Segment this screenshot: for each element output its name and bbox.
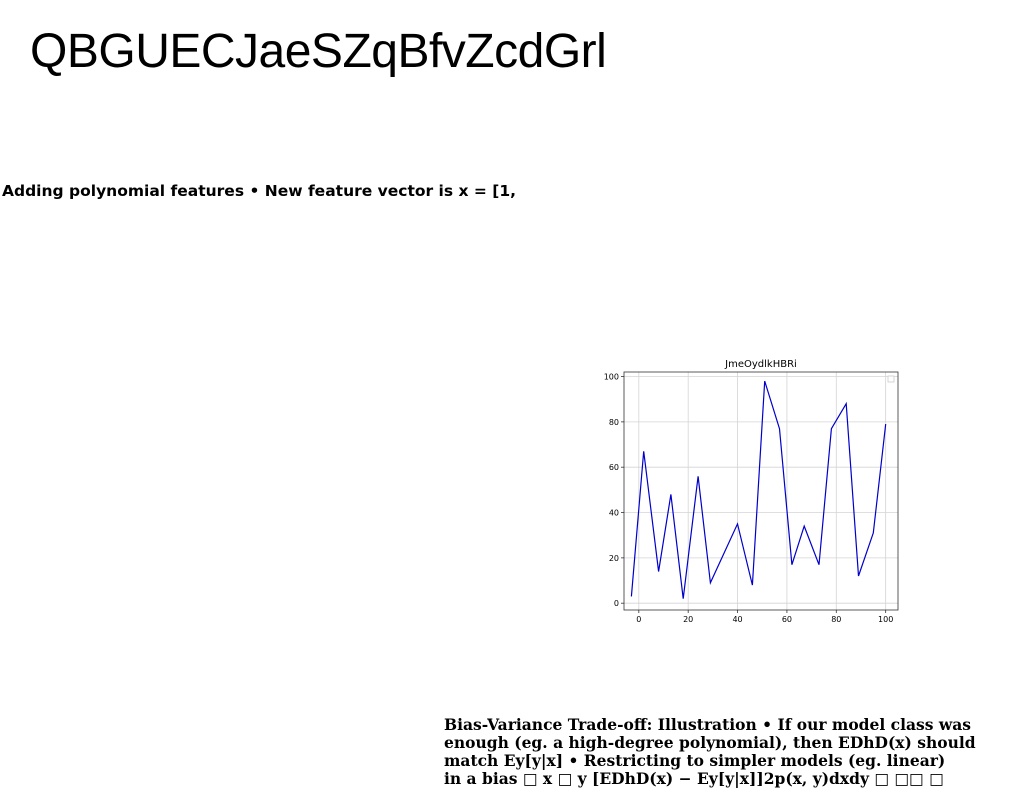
body-line: match Ey[y|x] • Restricting to simpler m… xyxy=(444,751,946,770)
x-tick-label: 0 xyxy=(636,615,641,624)
x-tick-label: 100 xyxy=(878,615,893,624)
x-tick-label: 40 xyxy=(732,615,742,624)
slide-subheading: Adding polynomial features • New feature… xyxy=(2,182,517,200)
y-tick-label: 40 xyxy=(609,509,619,518)
plot-frame xyxy=(623,371,899,611)
x-tick-label: 80 xyxy=(831,615,841,624)
body-line: in a bias □ x □ y [EDhD(x) − Ey[y|x]]2p(… xyxy=(444,769,944,788)
chart-svg: JmeOydlkHBRi 0 20 40 60 80 100 0 20 40 60 80 100 xyxy=(604,359,899,624)
line-chart: JmeOydlkHBRi 0 20 40 60 80 100 0 20 40 60 80 100 xyxy=(598,352,910,632)
body-line: enough (eg. a high-degree polynomial), t… xyxy=(444,733,976,752)
y-tick-label: 0 xyxy=(614,599,619,608)
slide-body: Bias-Variance Trade-off: Illustration • … xyxy=(444,716,1014,788)
y-tick-label: 100 xyxy=(604,373,619,382)
y-tick-label: 80 xyxy=(609,418,619,427)
x-tick-label: 20 xyxy=(683,615,693,624)
y-tick-label: 60 xyxy=(609,463,619,472)
body-line: Bias-Variance Trade-off: Illustration • … xyxy=(444,715,971,734)
series-line xyxy=(630,380,887,599)
y-tick-label: 20 xyxy=(609,554,619,563)
page-title: QBGUECJaeSZqBfvZcdGrl xyxy=(30,25,607,78)
x-tick-label: 60 xyxy=(782,615,792,624)
legend-box xyxy=(887,375,895,383)
chart-title: JmeOydlkHBRi xyxy=(724,359,797,370)
